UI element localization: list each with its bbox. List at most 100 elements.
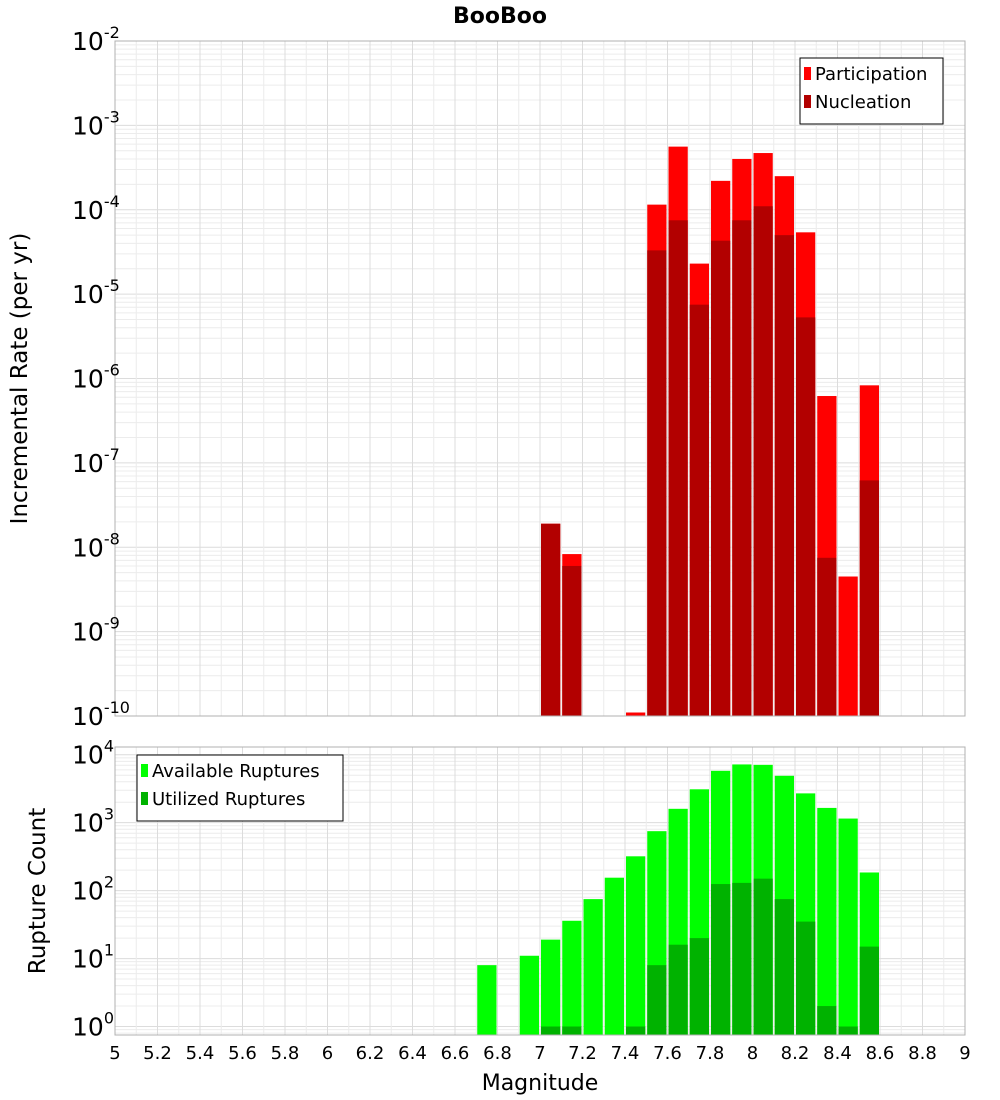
- legend-swatch: [804, 67, 811, 80]
- y-tick-exponent: 4: [104, 737, 114, 756]
- x-tick-label: 7: [534, 1043, 545, 1064]
- magnitude-axis: 5 5.2 5.4 5.6 5.8 6 6.2 6.4 6.6 6.8 7 7.2 7.4 7.6 7.8 8…: [109, 1043, 970, 1064]
- legend-label: Available Ruptures: [152, 761, 320, 782]
- x-tick-label: 5.2: [143, 1043, 172, 1064]
- legend-swatch: [804, 95, 811, 108]
- y-tick-base: 10: [72, 533, 104, 562]
- legend: Available Ruptures Utilized Ruptures: [136, 754, 344, 822]
- bar-utilized-ruptures-7_5: [647, 965, 667, 1035]
- x-tick-label: 8.2: [781, 1043, 810, 1064]
- bar-available-ruptures-8_4: [838, 818, 858, 1035]
- y-tick-exponent: -3: [104, 107, 120, 126]
- bar-utilized-ruptures-8: [753, 878, 773, 1035]
- x-tick-label: 7.8: [696, 1043, 725, 1064]
- x-tick-label: 7.4: [611, 1043, 640, 1064]
- y-tick-base: 10: [72, 618, 104, 647]
- y-tick-base: 10: [72, 365, 104, 394]
- x-tick-label: 5.6: [228, 1043, 257, 1064]
- y-tick-label: 10-3: [72, 107, 120, 140]
- y-tick-label: 10-9: [72, 614, 120, 647]
- legend: Participation Nucleation: [799, 57, 944, 125]
- x-tick-label: 5.4: [186, 1043, 215, 1064]
- x-tick-label: 6.2: [356, 1043, 385, 1064]
- x-tick-label: 6.8: [483, 1043, 512, 1064]
- x-tick-label: 5.8: [271, 1043, 300, 1064]
- bar-nucleation-8_2: [796, 317, 816, 716]
- bar-nucleation-7_1: [562, 565, 582, 716]
- legend-label: Participation: [815, 64, 927, 85]
- bar-participation-8_4: [838, 576, 858, 716]
- x-tick-label: 8.8: [908, 1043, 937, 1064]
- y-tick-label: 100: [72, 1009, 114, 1042]
- y-tick-base: 10: [72, 702, 104, 731]
- bar-nucleation-7_6: [668, 220, 688, 717]
- y-tick-base: 10: [72, 1013, 104, 1042]
- bar-utilized-ruptures-8_3: [817, 1006, 837, 1035]
- y-tick-label: 10-10: [72, 698, 130, 731]
- bar-nucleation-7_9: [732, 220, 752, 717]
- bar-nucleation-8_1: [774, 235, 794, 716]
- x-tick-label: 5: [109, 1043, 120, 1064]
- y-tick-base: 10: [72, 449, 104, 478]
- bar-available-ruptures-7_4: [626, 856, 646, 1035]
- bar-utilized-ruptures-7_6: [668, 944, 688, 1035]
- y-tick-exponent: -2: [104, 23, 120, 42]
- y-tick-exponent: -4: [104, 192, 120, 211]
- y-tick-exponent: 0: [104, 1009, 114, 1028]
- bar-utilized-ruptures-8_2: [796, 921, 816, 1035]
- y-tick-exponent: -9: [104, 614, 120, 633]
- bar-utilized-ruptures-7_9: [732, 882, 752, 1035]
- bar-available-ruptures-7: [541, 939, 561, 1035]
- y-tick-label: 10-4: [72, 192, 120, 225]
- y-tick-label: 101: [72, 941, 114, 974]
- y-tick-exponent: 3: [104, 805, 114, 824]
- y-tick-exponent: 1: [104, 941, 114, 960]
- bar-nucleation-8_5: [859, 480, 879, 716]
- y-tick-base: 10: [72, 111, 104, 140]
- x-tick-label: 7.6: [653, 1043, 682, 1064]
- bar-nucleation-7_7: [689, 304, 709, 716]
- plot-frame: [114, 746, 966, 1036]
- x-tick-label: 6: [322, 1043, 333, 1064]
- y-tick-exponent: -10: [104, 698, 130, 717]
- legend-label: Nucleation: [815, 92, 911, 113]
- bar-available-ruptures-7_1: [562, 920, 582, 1035]
- bar-utilized-ruptures-8_4: [838, 1026, 858, 1035]
- y-tick-label: 10-2: [72, 23, 120, 56]
- bar-utilized-ruptures-8_1: [774, 899, 794, 1035]
- y-tick-exponent: -5: [104, 276, 120, 295]
- y-tick-base: 10: [72, 27, 104, 56]
- legend-swatch: [141, 764, 148, 777]
- bar-utilized-ruptures-8_5: [859, 946, 879, 1035]
- bar-utilized-ruptures-7: [541, 1026, 561, 1035]
- x-tick-label: 6.4: [398, 1043, 427, 1064]
- bar-participation-7_4: [626, 712, 646, 716]
- chart-title: BooBoo: [453, 4, 547, 29]
- bar-utilized-ruptures-7_4: [626, 1026, 646, 1035]
- bar-available-ruptures-7_2: [583, 899, 603, 1035]
- bar-available-ruptures-7_3: [604, 877, 624, 1035]
- y-tick-label: 10-5: [72, 276, 120, 309]
- legend-label: Utilized Ruptures: [152, 789, 305, 810]
- bar-available-ruptures-6_7: [477, 965, 497, 1035]
- bar-nucleation-7: [541, 523, 561, 716]
- y-tick-base: 10: [72, 945, 104, 974]
- x-tick-label: 8.6: [866, 1043, 895, 1064]
- plot-frame: [114, 40, 966, 717]
- y-tick-label: 10-8: [72, 529, 120, 562]
- bar-nucleation-8_3: [817, 557, 837, 716]
- bar-available-ruptures-8_3: [817, 807, 837, 1035]
- y-tick-exponent: -8: [104, 529, 120, 548]
- y-tick-exponent: -7: [104, 445, 120, 464]
- bar-nucleation-7_8: [711, 240, 731, 717]
- y-tick-label: 103: [72, 805, 114, 838]
- y-tick-base: 10: [72, 809, 104, 838]
- bar-nucleation-8: [753, 206, 773, 716]
- y-tick-exponent: 2: [104, 873, 114, 892]
- y-axis-label: Rupture Count: [25, 808, 51, 974]
- y-tick-exponent: -6: [104, 361, 120, 380]
- x-axis-label: Magnitude: [482, 1071, 599, 1096]
- y-axis-label: Incremental Rate (per yr): [7, 233, 33, 525]
- legend-box: [136, 754, 344, 822]
